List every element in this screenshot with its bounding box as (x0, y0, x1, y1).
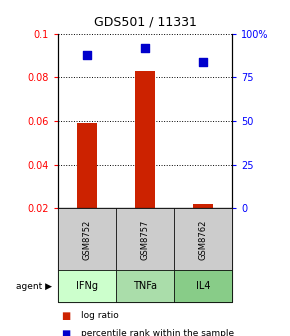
Text: TNFa: TNFa (133, 282, 157, 291)
Bar (77, 123, 97, 208)
Text: percentile rank within the sample: percentile rank within the sample (81, 329, 234, 336)
Text: IFNg: IFNg (76, 282, 98, 291)
Text: GDS501 / 11331: GDS501 / 11331 (94, 15, 196, 28)
Bar (135, 71, 155, 208)
Text: IL4: IL4 (196, 282, 210, 291)
Text: GSM8752: GSM8752 (82, 219, 92, 259)
Text: GSM8762: GSM8762 (198, 219, 208, 260)
Point (143, 45, 147, 50)
Point (85, 52, 89, 57)
Text: log ratio: log ratio (81, 311, 119, 320)
Bar (193, 204, 213, 208)
Text: ■: ■ (61, 329, 70, 336)
Text: GSM8757: GSM8757 (140, 219, 150, 260)
Text: ■: ■ (61, 311, 70, 321)
Point (201, 59, 205, 64)
Text: agent ▶: agent ▶ (16, 282, 52, 291)
